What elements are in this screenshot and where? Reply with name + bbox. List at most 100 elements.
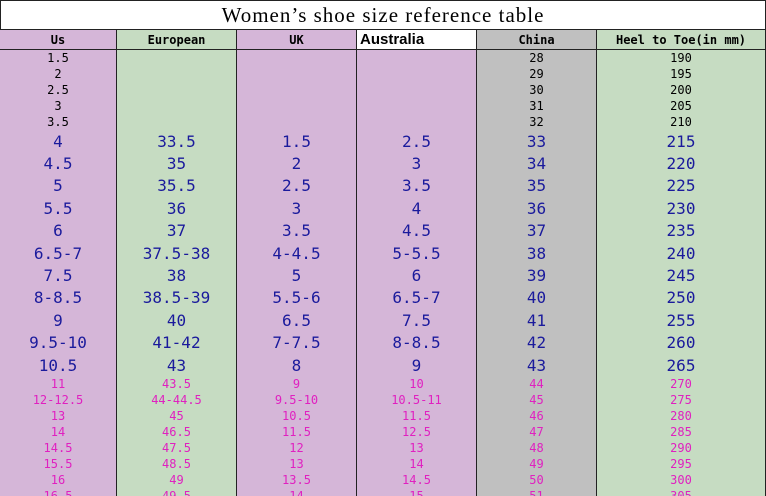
table-cell — [237, 50, 357, 67]
table-cell: 225 — [597, 174, 766, 199]
table-cell: 9.5-10 — [237, 392, 357, 410]
table-cell: 14 — [237, 488, 357, 496]
table-cell: 2.5 — [0, 82, 117, 99]
table-cell — [237, 82, 357, 99]
table-cell: 4.5 — [0, 152, 117, 176]
table-cell: 245 — [597, 264, 766, 288]
table-cell: 5 — [0, 174, 117, 199]
table-cell: 38 — [477, 242, 597, 266]
table-cell: 12 — [237, 440, 357, 458]
table-cell: 14 — [357, 456, 477, 474]
table-cell: 10 — [357, 376, 477, 394]
table-cell: 9.5-10 — [0, 331, 117, 355]
table-cell: 41-42 — [117, 331, 237, 355]
table-cell: 195 — [597, 66, 766, 83]
table-cell: 230 — [597, 197, 766, 221]
table-cell: 15.5 — [0, 456, 117, 474]
table-cell: 1.5 — [237, 130, 357, 154]
table-cell: 285 — [597, 424, 766, 442]
table-cell: 10.5 — [237, 408, 357, 426]
table-cell: 6.5-7 — [357, 286, 477, 311]
table-cell: 46 — [477, 408, 597, 426]
table-cell: 2.5 — [237, 174, 357, 199]
table-cell: 29 — [477, 66, 597, 83]
table-title: Women’s shoe size reference table — [0, 0, 766, 30]
table-cell — [357, 114, 477, 131]
table-cell: 33 — [477, 130, 597, 154]
table-cell: 5.5-6 — [237, 286, 357, 311]
column-header: Us — [0, 30, 117, 50]
table-cell: 11.5 — [237, 424, 357, 442]
table-cell — [237, 98, 357, 115]
column-header: Australia — [357, 30, 477, 50]
table-cell: 13 — [237, 456, 357, 474]
table-cell: 300 — [597, 472, 766, 490]
table-cell — [357, 98, 477, 115]
table-cell: 8-8.5 — [357, 331, 477, 355]
table-cell: 13.5 — [237, 472, 357, 490]
table-cell: 48.5 — [117, 456, 237, 474]
table-cell: 43 — [117, 354, 237, 378]
table-cell: 3 — [357, 152, 477, 176]
table-cell: 45 — [477, 392, 597, 410]
table-cell: 3.5 — [237, 219, 357, 243]
table-cell: 44-44.5 — [117, 392, 237, 410]
table-cell: 45 — [117, 408, 237, 426]
table-cell — [117, 114, 237, 131]
column-header: China — [477, 30, 597, 50]
table-cell: 270 — [597, 376, 766, 394]
table-cell: 35 — [117, 152, 237, 176]
table-cell: 250 — [597, 286, 766, 311]
table-cell: 8-8.5 — [0, 286, 117, 311]
table-cell: 34 — [477, 152, 597, 176]
table-cell: 37.5-38 — [117, 242, 237, 266]
column-header: European — [117, 30, 237, 50]
table-cell: 10.5 — [0, 354, 117, 378]
table-cell — [237, 66, 357, 83]
table-cell: 41 — [477, 309, 597, 333]
table-cell: 3 — [0, 98, 117, 115]
column-header: UK — [237, 30, 357, 50]
table-cell: 260 — [597, 331, 766, 355]
table-cell: 5-5.5 — [357, 242, 477, 266]
table-cell — [357, 66, 477, 83]
table-cell: 9 — [357, 354, 477, 378]
table-cell: 240 — [597, 242, 766, 266]
table-cell — [117, 98, 237, 115]
table-cell: 4.5 — [357, 219, 477, 243]
table-cell: 40 — [477, 286, 597, 311]
table-cell: 205 — [597, 98, 766, 115]
table-cell: 42 — [477, 331, 597, 355]
table-cell — [357, 82, 477, 99]
table-cell: 280 — [597, 408, 766, 426]
table-cell: 235 — [597, 219, 766, 243]
table-cell: 14.5 — [357, 472, 477, 490]
table-cell: 50 — [477, 472, 597, 490]
table-cell: 200 — [597, 82, 766, 99]
table-cell: 275 — [597, 392, 766, 410]
table-cell: 3.5 — [0, 114, 117, 131]
table-cell: 7.5 — [0, 264, 117, 288]
table-cell: 2 — [0, 66, 117, 83]
table-cell: 44 — [477, 376, 597, 394]
table-cell: 4 — [0, 130, 117, 154]
table-cell: 49 — [477, 456, 597, 474]
table-cell — [117, 82, 237, 99]
table-cell: 16.5 — [0, 488, 117, 496]
table-cell: 30 — [477, 82, 597, 99]
table-cell: 12-12.5 — [0, 392, 117, 410]
table-cell: 215 — [597, 130, 766, 154]
table-cell: 7-7.5 — [237, 331, 357, 355]
table-cell: 6.5 — [237, 309, 357, 333]
table-cell: 36 — [477, 197, 597, 221]
table-cell: 5 — [237, 264, 357, 288]
table-cell: 35 — [477, 174, 597, 199]
column-header: Heel to Toe(in mm) — [597, 30, 766, 50]
table-cell: 3 — [237, 197, 357, 221]
table-cell: 16 — [0, 472, 117, 490]
table-cell: 220 — [597, 152, 766, 176]
table-cell: 7.5 — [357, 309, 477, 333]
table-cell: 14 — [0, 424, 117, 442]
table-cell — [357, 50, 477, 67]
